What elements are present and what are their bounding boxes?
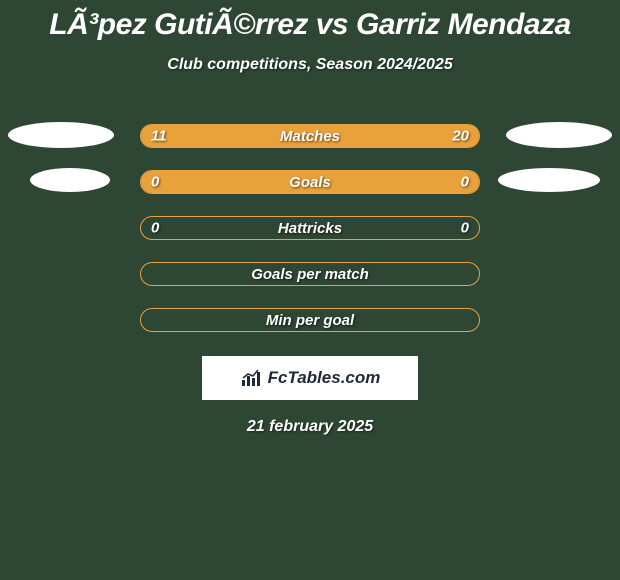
page-title: LÃ³pez GutiÃ©rrez vs Garriz Mendaza [0, 8, 620, 42]
watermark-text: FcTables.com [268, 368, 381, 388]
chart-icon [240, 368, 264, 388]
stat-bar: 0 0 Hattricks [140, 216, 480, 240]
player-right-marker [506, 122, 612, 148]
comparison-panel: LÃ³pez GutiÃ©rrez vs Garriz Mendaza Club… [0, 0, 620, 580]
stat-value-left: 0 [151, 220, 159, 237]
stat-value-right: 0 [461, 220, 469, 237]
stat-label: Matches [280, 128, 340, 145]
stat-value-right: 20 [452, 128, 469, 145]
comparison-date: 21 february 2025 [0, 418, 620, 436]
stat-label: Goals per match [251, 266, 369, 283]
stat-label: Min per goal [266, 312, 354, 329]
stat-bar: Goals per match [140, 262, 480, 286]
player-right-marker [498, 168, 600, 192]
stat-label: Goals [289, 174, 331, 191]
stat-row: Goals per match [0, 260, 620, 288]
stat-row: Min per goal [0, 306, 620, 334]
stat-bar: Min per goal [140, 308, 480, 332]
stat-label: Hattricks [278, 220, 342, 237]
stat-row: 11 20 Matches [0, 122, 620, 150]
player-left-marker [30, 168, 110, 192]
stat-bar: 0 0 Goals [140, 170, 480, 194]
stat-value-right: 0 [461, 174, 469, 191]
stat-row: 0 0 Hattricks [0, 214, 620, 242]
stat-value-left: 11 [151, 128, 167, 145]
stat-row: 0 0 Goals [0, 168, 620, 196]
stat-bar-left-fill [141, 171, 310, 193]
stat-bar-right-fill [310, 171, 479, 193]
page-subtitle: Club competitions, Season 2024/2025 [0, 56, 620, 74]
player-left-marker [8, 122, 114, 148]
stat-value-left: 0 [151, 174, 159, 191]
stat-bar: 11 20 Matches [140, 124, 480, 148]
watermark: FcTables.com [202, 356, 418, 400]
